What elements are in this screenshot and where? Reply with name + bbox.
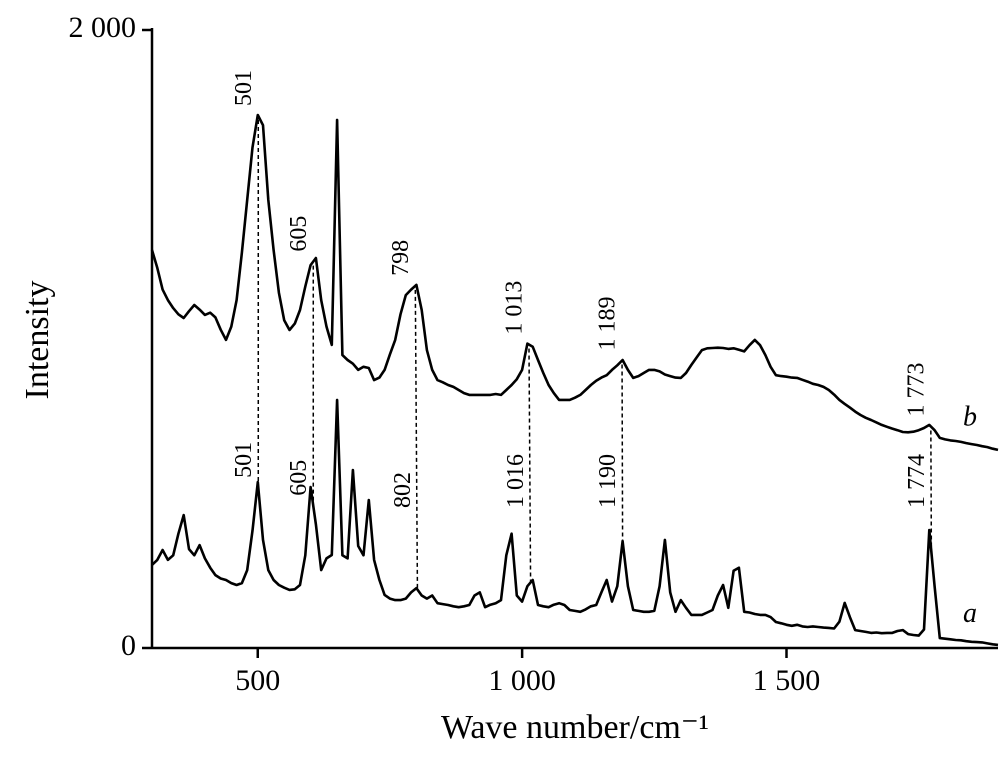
- peak-label: 1 016: [503, 454, 529, 508]
- peak-label: 501: [231, 442, 257, 478]
- peak-guide: [414, 289, 419, 590]
- x-tick-label: 500: [235, 664, 280, 697]
- spectrum-line: [151, 398, 999, 647]
- x-tick-label: 1 500: [753, 664, 821, 697]
- peak-guide: [621, 364, 624, 542]
- y-tick-label: 2 000: [69, 11, 137, 44]
- peak-guide: [930, 430, 933, 553]
- series-label: a: [963, 598, 977, 629]
- spectrum-line: [150, 113, 999, 452]
- peak-label: 605: [286, 460, 312, 496]
- peak-guide: [528, 348, 532, 583]
- peak-label: 1 013: [501, 281, 527, 335]
- peak-label: 1 773: [903, 362, 929, 416]
- peak-label: 1 190: [595, 454, 621, 508]
- y-axis-label: Intensity: [19, 281, 56, 400]
- peak-label: 1 774: [904, 454, 930, 508]
- y-tick-label: 0: [121, 629, 136, 662]
- peak-label: 1 189: [595, 297, 621, 351]
- peak-label: 802: [390, 472, 416, 508]
- peak-label: 798: [388, 240, 414, 276]
- x-axis-label: Wave number/cm⁻¹: [441, 709, 709, 746]
- series-label: b: [963, 402, 977, 433]
- peak-label: 605: [286, 216, 312, 252]
- x-tick-label: 1 000: [488, 664, 556, 697]
- peak-label: 501: [231, 70, 257, 106]
